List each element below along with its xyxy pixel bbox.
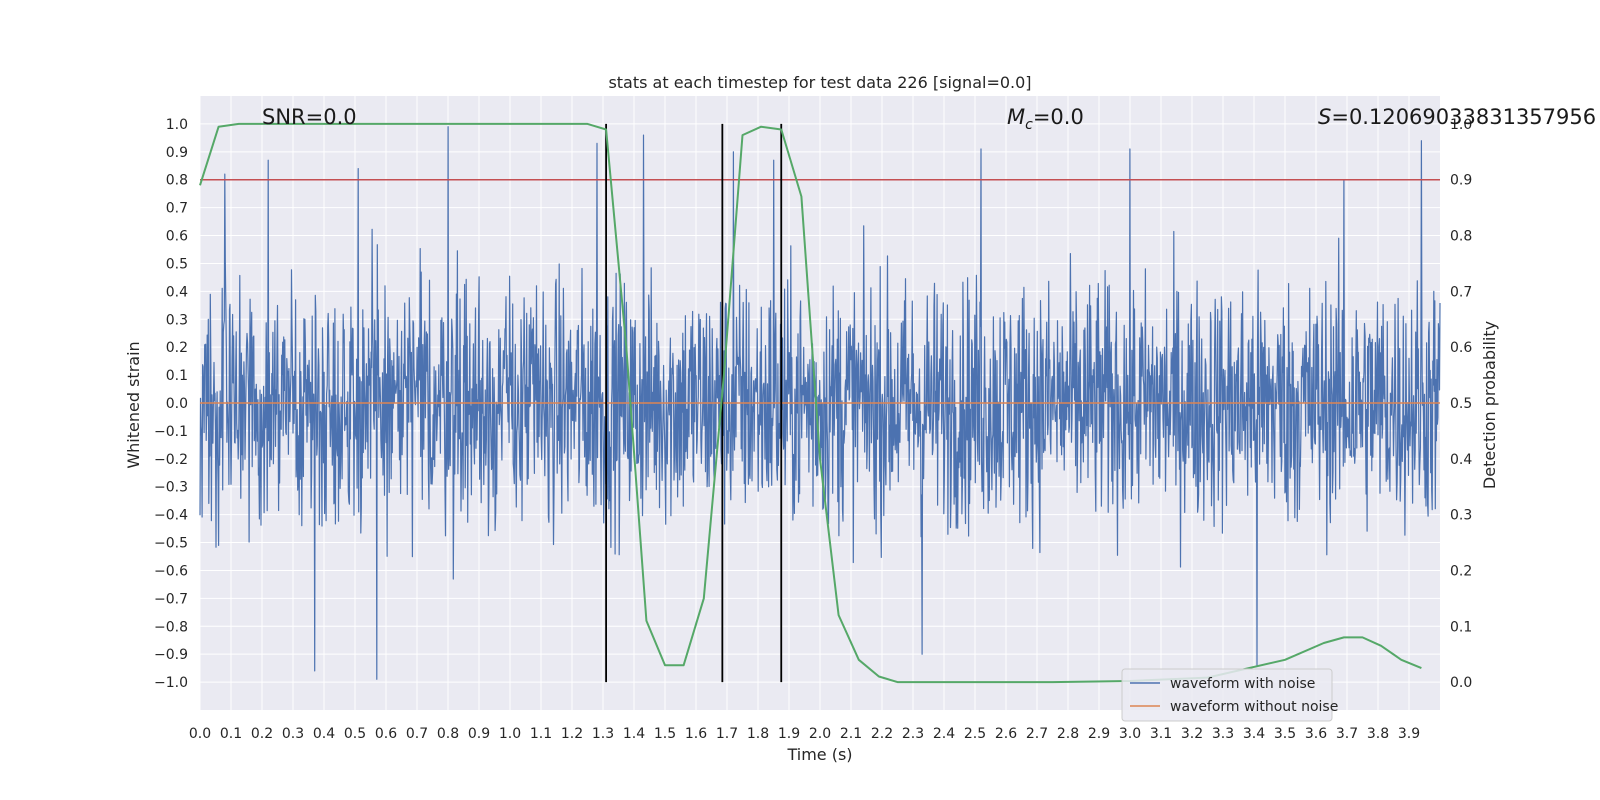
y-tick-label: 0.9 xyxy=(166,145,188,161)
y-tick-label: −0.9 xyxy=(154,647,188,663)
legend-label-noise: waveform with noise xyxy=(1170,676,1315,692)
s-symbol: S xyxy=(1318,105,1331,129)
x-tick-label: 2.5 xyxy=(964,726,986,742)
x-tick-label: 3.3 xyxy=(1212,726,1234,742)
snr-annotation: SNR=0.0 xyxy=(262,105,357,129)
x-tick-label: 0.1 xyxy=(220,726,242,742)
x-tick-label: 1.1 xyxy=(530,726,552,742)
mc-subscript: c xyxy=(1025,117,1033,133)
series-waveform-with-noise xyxy=(199,126,1441,680)
y-tick-label: −0.2 xyxy=(154,452,188,468)
y-right-tick-labels: 1.0 0.9 0.8 0.7 0.6 0.5 0.4 0.3 0.2 0.1 0.0 xyxy=(1450,117,1472,691)
mc-symbol: M xyxy=(1007,105,1025,129)
y-right-tick-label: 0.2 xyxy=(1450,563,1472,579)
y-right-tick-label: 0.5 xyxy=(1450,396,1472,412)
y-tick-labels: 1.0 0.9 0.8 0.7 0.6 0.5 0.4 0.3 0.2 0.1 0.0 −0.1 −0.… xyxy=(154,117,188,691)
x-tick-label: 3.8 xyxy=(1367,726,1389,742)
x-axis-label: Time (s) xyxy=(786,745,852,764)
legend-box xyxy=(1121,668,1333,722)
y-tick-label: 0.6 xyxy=(166,229,188,245)
y-tick-label: 0.4 xyxy=(166,284,188,300)
x-tick-label: 2.8 xyxy=(1057,726,1079,742)
x-tick-label: 1.4 xyxy=(623,726,645,742)
noise-trace xyxy=(199,126,1441,680)
y-tick-label: −0.1 xyxy=(154,424,188,440)
y-right-tick-label: 0.6 xyxy=(1450,340,1472,356)
y-right-tick-label: 0.4 xyxy=(1450,452,1472,468)
y-right-axis-label: Detection probability xyxy=(1480,321,1499,489)
y-right-tick-label: 0.3 xyxy=(1450,508,1472,524)
y-right-tick-label: 0.7 xyxy=(1450,284,1472,300)
x-tick-label: 2.6 xyxy=(995,726,1017,742)
chart-title: stats at each timestep for test data 226… xyxy=(608,73,1031,92)
y-tick-label: −0.5 xyxy=(154,536,188,552)
x-tick-labels: 0.0 0.1 0.2 0.3 0.4 0.5 0.6 0.7 0.8 0.9 1.0 1.1 1.2 1… xyxy=(189,726,1420,742)
x-tick-label: 1.9 xyxy=(778,726,800,742)
s-value: =0.12069033831357956 xyxy=(1331,105,1596,129)
x-tick-label: 3.2 xyxy=(1181,726,1203,742)
y-tick-label: −0.4 xyxy=(154,508,188,524)
x-tick-label: 3.7 xyxy=(1336,726,1358,742)
series-detection-probability xyxy=(199,122,1422,684)
x-tick-label: 3.9 xyxy=(1398,726,1420,742)
legend-label-clean: waveform without noise xyxy=(1170,699,1338,715)
x-tick-label: 0.2 xyxy=(251,726,273,742)
y-tick-label: 1.0 xyxy=(166,117,188,133)
x-tick-label: 1.8 xyxy=(747,726,769,742)
x-tick-label: 1.0 xyxy=(499,726,521,742)
y-tick-label: −0.8 xyxy=(154,619,188,635)
x-tick-label: 0.3 xyxy=(282,726,304,742)
y-axis-label: Whitened strain xyxy=(124,341,143,468)
x-tick-label: 0.4 xyxy=(313,726,335,742)
x-tick-label: 1.3 xyxy=(592,726,614,742)
y-right-tick-label: 0.8 xyxy=(1450,229,1472,245)
x-tick-label: 0.0 xyxy=(189,726,211,742)
y-tick-label: −0.7 xyxy=(154,591,188,607)
x-tick-label: 2.1 xyxy=(840,726,862,742)
y-tick-label: 0.0 xyxy=(166,396,188,412)
mc-value: =0.0 xyxy=(1033,105,1084,129)
x-tick-label: 3.0 xyxy=(1119,726,1141,742)
y-tick-label: 0.2 xyxy=(166,340,188,356)
x-tick-label: 0.5 xyxy=(344,726,366,742)
probability-trace xyxy=(199,122,1422,684)
s-annotation: S=0.12069033831357956 xyxy=(1318,105,1596,129)
y-right-tick-label: 1.0 xyxy=(1450,117,1472,133)
x-tick-label: 3.6 xyxy=(1305,726,1327,742)
y-tick-label: 0.8 xyxy=(166,173,188,189)
x-tick-label: 2.2 xyxy=(871,726,893,742)
y-tick-label: −0.3 xyxy=(154,480,188,496)
x-tick-label: 3.4 xyxy=(1243,726,1265,742)
y-tick-label: 0.1 xyxy=(166,368,188,384)
y-tick-label: 0.7 xyxy=(166,201,188,217)
x-tick-label: 3.5 xyxy=(1274,726,1296,742)
x-tick-label: 3.1 xyxy=(1150,726,1172,742)
x-tick-label: 0.6 xyxy=(375,726,397,742)
y-right-tick-label: 0.0 xyxy=(1450,675,1472,691)
y-tick-label: 0.5 xyxy=(166,256,188,272)
x-tick-label: 0.9 xyxy=(468,726,490,742)
x-tick-label: 2.3 xyxy=(902,726,924,742)
y-tick-label: −1.0 xyxy=(154,675,188,691)
x-tick-label: 1.6 xyxy=(685,726,707,742)
x-tick-label: 1.5 xyxy=(654,726,676,742)
x-tick-label: 2.4 xyxy=(933,726,955,742)
mc-annotation: Mc=0.0 xyxy=(1007,105,1084,133)
x-tick-label: 0.8 xyxy=(437,726,459,742)
y-tick-label: 0.3 xyxy=(166,312,188,328)
legend: waveform with noise waveform without noi… xyxy=(1121,668,1338,722)
x-tick-label: 1.7 xyxy=(716,726,738,742)
y-right-tick-label: 0.9 xyxy=(1450,173,1472,189)
x-tick-label: 2.9 xyxy=(1088,726,1110,742)
x-tick-label: 1.2 xyxy=(561,726,583,742)
y-right-tick-label: 0.1 xyxy=(1450,619,1472,635)
x-tick-label: 2.0 xyxy=(809,726,831,742)
x-tick-label: 2.7 xyxy=(1026,726,1048,742)
y-tick-label: −0.6 xyxy=(154,563,188,579)
x-tick-label: 0.7 xyxy=(406,726,428,742)
